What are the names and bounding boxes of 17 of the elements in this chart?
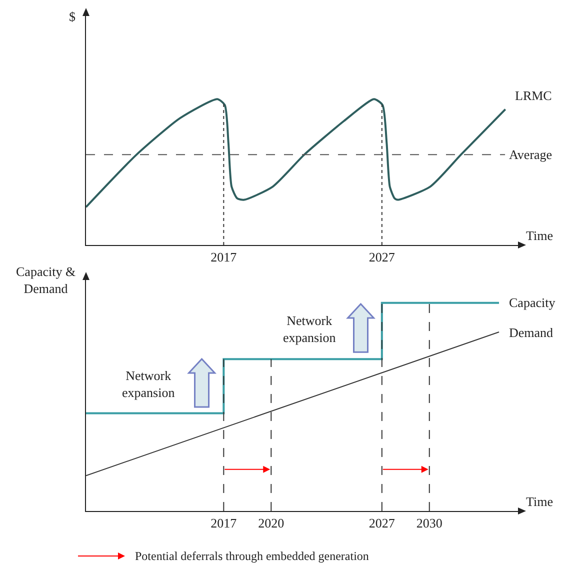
ref-line-label: Average xyxy=(509,147,552,162)
series-label: Capacity xyxy=(509,295,556,310)
annotation: Network expansion xyxy=(122,368,176,400)
x-tick-label: 2027 xyxy=(368,250,396,265)
x-tick-label: 2017 xyxy=(210,516,238,531)
x-tick-label: 2017 xyxy=(210,250,238,265)
x-axis-title: Time xyxy=(526,228,554,243)
x-tick-label: 2020 xyxy=(258,516,284,531)
y-axis-title: Capacity & Demand xyxy=(16,264,76,296)
y-axis-title: $ xyxy=(69,9,76,24)
series-label: Demand xyxy=(509,325,554,340)
x-tick-label: 2027 xyxy=(368,516,396,531)
text: Potential deferrals through embedded generation xyxy=(135,549,369,563)
series-label: LRMC xyxy=(515,88,552,103)
annotation: Network expansion xyxy=(283,313,336,345)
x-axis-title: Time xyxy=(526,494,554,509)
x-tick-label: 2030 xyxy=(416,516,442,531)
